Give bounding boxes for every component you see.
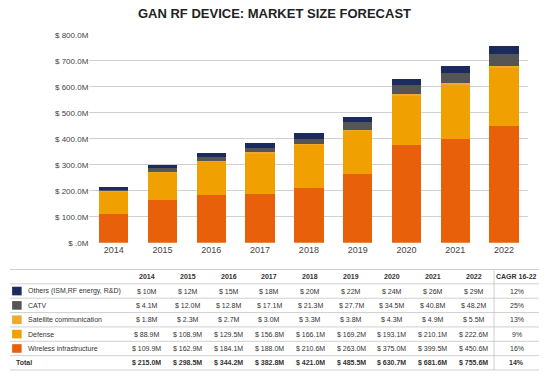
svg-text:$ 500.0M: $ 500.0M (55, 109, 89, 118)
svg-text:$ 10M: $ 10M (137, 288, 157, 295)
svg-text:$ 29M: $ 29M (464, 288, 484, 295)
svg-text:$ 5.5M: $ 5.5M (463, 316, 485, 323)
svg-text:2021: 2021 (425, 273, 441, 280)
svg-text:GAN RF DEVICE: MARKET SIZE FOR: GAN RF DEVICE: MARKET SIZE FORECAST (138, 6, 411, 21)
svg-text:$ 24M: $ 24M (382, 288, 402, 295)
svg-text:$ 26M: $ 26M (423, 288, 443, 295)
svg-text:$ 18M: $ 18M (259, 288, 279, 295)
svg-text:2022: 2022 (466, 273, 482, 280)
svg-text:$ 300.0M: $ 300.0M (55, 161, 89, 170)
svg-text:$ 15M: $ 15M (219, 288, 239, 295)
svg-text:$ 12.0M: $ 12.0M (175, 302, 200, 309)
svg-text:$ 210.1M: $ 210.1M (418, 331, 447, 338)
svg-text:$ 129.5M: $ 129.5M (214, 331, 243, 338)
svg-text:14%: 14% (509, 359, 524, 366)
svg-text:$ 100.0M: $ 100.0M (55, 213, 89, 222)
svg-text:2022: 2022 (494, 245, 514, 255)
svg-text:2018: 2018 (302, 273, 318, 280)
svg-text:2014: 2014 (104, 245, 124, 255)
svg-text:$ 166.1M: $ 166.1M (296, 331, 325, 338)
svg-text:$ 48.2M: $ 48.2M (461, 302, 486, 309)
svg-text:$ 450.6M: $ 450.6M (459, 345, 488, 352)
svg-text:$ 2.7M: $ 2.7M (218, 316, 240, 323)
svg-text:2014: 2014 (139, 273, 155, 280)
svg-text:$ 108.9M: $ 108.9M (173, 331, 202, 338)
svg-text:Defense: Defense (28, 331, 54, 338)
svg-text:$ 12.8M: $ 12.8M (216, 302, 241, 309)
svg-text:2016: 2016 (221, 273, 237, 280)
svg-text:$ 109.9M: $ 109.9M (132, 345, 161, 352)
svg-text:$ 21.3M: $ 21.3M (298, 302, 323, 309)
svg-text:$ 485.5M: $ 485.5M (337, 359, 366, 367)
svg-text:13%: 13% (510, 316, 524, 323)
svg-text:Wireless infrastructure: Wireless infrastructure (28, 345, 98, 352)
svg-text:2020: 2020 (396, 245, 416, 255)
svg-text:$ 27.7M: $ 27.7M (339, 302, 364, 309)
svg-text:$ 20M: $ 20M (300, 288, 320, 295)
svg-text:$ 12M: $ 12M (178, 288, 198, 295)
svg-text:$ 88.9M: $ 88.9M (134, 331, 159, 338)
svg-text:$ 344.2M: $ 344.2M (214, 359, 243, 367)
svg-text:16%: 16% (510, 345, 524, 352)
svg-text:$ 700.0M: $ 700.0M (55, 57, 89, 66)
svg-text:$ 2.3M: $ 2.3M (177, 316, 199, 323)
svg-text:2019: 2019 (348, 245, 368, 255)
svg-text:2015: 2015 (180, 273, 196, 280)
svg-text:$ 375.0M: $ 375.0M (377, 345, 406, 352)
svg-text:2015: 2015 (153, 245, 173, 255)
svg-text:2018: 2018 (299, 245, 319, 255)
svg-text:Total: Total (16, 359, 32, 366)
svg-text:$ 200.0M: $ 200.0M (55, 187, 89, 196)
svg-text:$ 34.5M: $ 34.5M (379, 302, 404, 309)
svg-text:$ 3.3M: $ 3.3M (299, 316, 321, 323)
svg-text:$ 193.1M: $ 193.1M (377, 331, 406, 338)
svg-text:$ 400.0M: $ 400.0M (55, 135, 89, 144)
svg-text:$ 681.6M: $ 681.6M (418, 359, 447, 367)
svg-text:25%: 25% (510, 302, 524, 309)
svg-text:$ 382.8M: $ 382.8M (255, 359, 284, 367)
svg-text:$ 399.5M: $ 399.5M (418, 345, 447, 352)
svg-text:$ 4.1M: $ 4.1M (136, 302, 158, 309)
svg-text:$ 4.9M: $ 4.9M (422, 316, 444, 323)
svg-text:$ 600.0M: $ 600.0M (55, 83, 89, 92)
svg-text:$ 156.8M: $ 156.8M (255, 331, 284, 338)
svg-text:$ 263.0M: $ 263.0M (337, 345, 366, 352)
svg-text:$ 4.3M: $ 4.3M (381, 316, 403, 323)
svg-text:$ 1.8M: $ 1.8M (136, 316, 158, 323)
svg-text:$ 800.0M: $ 800.0M (55, 31, 89, 40)
svg-text:2020: 2020 (384, 273, 400, 280)
svg-text:$ 210.6M: $ 210.6M (296, 345, 325, 352)
svg-text:$ 184.1M: $ 184.1M (214, 345, 243, 352)
svg-text:$ 40.8M: $ 40.8M (420, 302, 445, 309)
svg-text:12%: 12% (510, 288, 524, 295)
svg-text:$ 169.2M: $ 169.2M (337, 331, 366, 338)
svg-text:2017: 2017 (250, 245, 270, 255)
svg-text:$ 298.5M: $ 298.5M (173, 359, 202, 367)
svg-text:2019: 2019 (343, 273, 359, 280)
svg-text:$ .0M: $ .0M (68, 239, 88, 248)
svg-text:$ 755.6M: $ 755.6M (459, 359, 488, 367)
svg-text:$ 3.0M: $ 3.0M (258, 316, 280, 323)
svg-text:CATV: CATV (28, 302, 46, 309)
svg-text:$ 17.1M: $ 17.1M (257, 302, 282, 309)
svg-text:2017: 2017 (261, 273, 277, 280)
svg-text:2021: 2021 (445, 245, 465, 255)
svg-text:$ 222.6M: $ 222.6M (459, 331, 488, 338)
svg-text:$ 421.0M: $ 421.0M (296, 359, 325, 367)
svg-text:$ 162.9M: $ 162.9M (173, 345, 202, 352)
svg-text:2016: 2016 (201, 245, 221, 255)
svg-text:$ 630.7M: $ 630.7M (377, 359, 406, 367)
svg-text:$ 188.0M: $ 188.0M (255, 345, 284, 352)
svg-text:9%: 9% (512, 331, 522, 338)
svg-text:Others (ISM,RF energy, R&D): Others (ISM,RF energy, R&D) (28, 287, 121, 295)
svg-text:$ 215.0M: $ 215.0M (132, 359, 161, 367)
svg-text:Satellite communication: Satellite communication (28, 316, 102, 323)
svg-text:$ 22M: $ 22M (341, 288, 361, 295)
svg-text:$ 3.8M: $ 3.8M (340, 316, 362, 323)
svg-text:CAGR 16-22: CAGR 16-22 (496, 273, 537, 280)
